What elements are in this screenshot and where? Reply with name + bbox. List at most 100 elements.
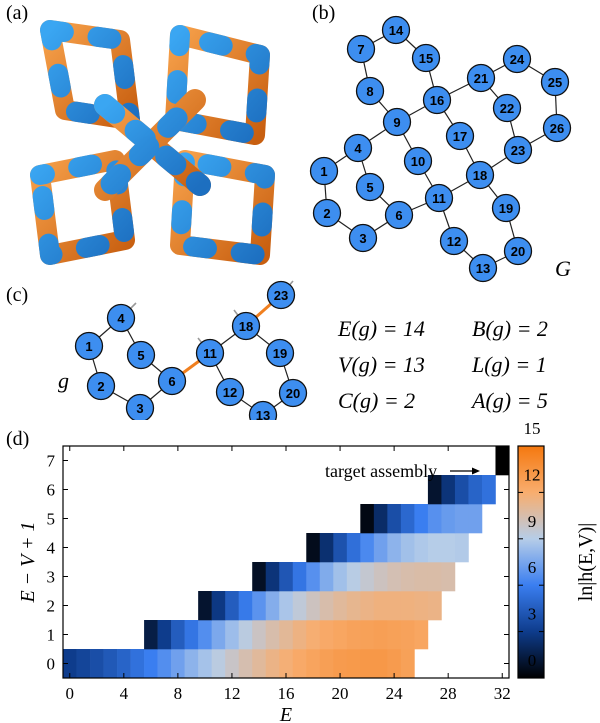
heatmap-cell bbox=[171, 649, 185, 679]
heatmap-cell bbox=[441, 504, 456, 534]
y-tick-label: 1 bbox=[47, 626, 56, 645]
svg-text:8: 8 bbox=[366, 84, 373, 99]
heatmap-cell bbox=[400, 649, 415, 679]
heatmap-cell bbox=[441, 475, 456, 505]
heatmap-cell bbox=[157, 620, 172, 650]
svg-text:11: 11 bbox=[432, 191, 446, 206]
y-axis-label: E − V + 1 bbox=[17, 521, 39, 603]
svg-text:24: 24 bbox=[510, 52, 525, 67]
heatmap-cell bbox=[346, 533, 361, 563]
heatmap-cell bbox=[373, 504, 388, 534]
colorbar-tick-label: 12 bbox=[524, 465, 541, 484]
heatmap-cell bbox=[373, 591, 388, 621]
G-node-8: 8 bbox=[355, 76, 385, 106]
heatmap-cell bbox=[157, 649, 172, 679]
heatmap-cell bbox=[400, 504, 415, 534]
heatmap-cell bbox=[319, 620, 334, 650]
heatmap-cell bbox=[427, 562, 442, 592]
G-node-26: 26 bbox=[542, 113, 572, 143]
heatmap-cell bbox=[198, 591, 212, 621]
G-node-24: 24 bbox=[502, 44, 532, 74]
graph-g-label: g bbox=[58, 368, 69, 393]
heatmap-cell bbox=[387, 504, 402, 534]
heatmap-cell bbox=[387, 591, 402, 621]
heatmap-cell bbox=[414, 591, 429, 621]
heatmap-cell bbox=[427, 533, 442, 563]
heatmap-cell bbox=[265, 620, 280, 650]
heatmap-cell bbox=[225, 649, 239, 679]
svg-text:6: 6 bbox=[395, 208, 402, 223]
panel-label-b: (b) bbox=[312, 2, 336, 24]
x-tick-label: 16 bbox=[278, 684, 295, 703]
heatmap-cell bbox=[184, 620, 199, 650]
heatmap-cell bbox=[265, 562, 280, 592]
heatmap-cell bbox=[360, 591, 375, 621]
G-node-3: 3 bbox=[348, 223, 378, 253]
svg-text:9: 9 bbox=[393, 115, 400, 130]
heatmap-cell bbox=[346, 562, 361, 592]
heatmap-cell bbox=[279, 620, 294, 650]
x-tick-label: 20 bbox=[332, 684, 349, 703]
svg-text:18: 18 bbox=[473, 168, 487, 183]
heatmap-cell bbox=[90, 649, 104, 679]
g-node-11: 11 bbox=[195, 338, 225, 368]
stat-V: V(g) = 13 bbox=[338, 352, 425, 377]
G-node-15: 15 bbox=[411, 43, 441, 73]
heatmap-cell bbox=[279, 649, 294, 679]
stat-L: L(g) = 1 bbox=[471, 352, 547, 377]
heatmap-cell bbox=[184, 649, 199, 679]
G-node-17: 17 bbox=[445, 121, 475, 151]
target-annotation: target assembly bbox=[325, 461, 437, 481]
G-node-9: 9 bbox=[382, 107, 412, 137]
heatmap-cell bbox=[333, 562, 348, 592]
heatmap-cell bbox=[387, 562, 402, 592]
heatmap-cell bbox=[427, 504, 442, 534]
G-node-22: 22 bbox=[492, 93, 522, 123]
panel-label-c: (c) bbox=[6, 284, 29, 306]
heatmap-cell bbox=[238, 649, 253, 679]
heatmap-cell bbox=[130, 649, 145, 679]
heatmap-cell bbox=[306, 533, 321, 563]
svg-text:10: 10 bbox=[411, 154, 425, 169]
heatmap-cell bbox=[306, 562, 321, 592]
heatmap-cell bbox=[198, 620, 212, 650]
heatmap-cell bbox=[225, 591, 239, 621]
heatmap-cell bbox=[252, 562, 267, 592]
G-node-23: 23 bbox=[503, 135, 533, 165]
heatmap-cell bbox=[265, 649, 280, 679]
heatmap-cell bbox=[400, 620, 415, 650]
x-tick-label: 32 bbox=[494, 684, 511, 703]
heatmap-cell bbox=[360, 504, 375, 534]
svg-text:13: 13 bbox=[476, 261, 490, 276]
graph-G: 1234567891011121314151617181920212223242… bbox=[309, 15, 572, 283]
heatmap-cell bbox=[238, 620, 253, 650]
x-tick-label: 0 bbox=[66, 684, 75, 703]
heatmap-cell bbox=[454, 533, 469, 563]
stat-E: E(g) = 14 bbox=[337, 316, 425, 341]
heatmap-cell bbox=[63, 649, 77, 679]
colorbar-tick-label: 0 bbox=[528, 651, 537, 670]
heatmap-cell bbox=[211, 620, 226, 650]
G-node-18: 18 bbox=[465, 160, 495, 190]
g-node-20: 20 bbox=[278, 378, 308, 408]
heatmap-cell bbox=[198, 649, 212, 679]
svg-text:20: 20 bbox=[511, 244, 525, 259]
heatmap-cell bbox=[144, 620, 158, 650]
G-node-5: 5 bbox=[355, 172, 385, 202]
heatmap-cell bbox=[468, 504, 483, 534]
g-node-4: 4 bbox=[106, 303, 136, 333]
g-node-1: 1 bbox=[74, 331, 104, 361]
svg-text:3: 3 bbox=[136, 401, 143, 416]
heatmap-cell bbox=[346, 591, 361, 621]
svg-text:5: 5 bbox=[366, 180, 373, 195]
G-node-2: 2 bbox=[312, 198, 342, 228]
heatmap-cell bbox=[252, 620, 267, 650]
heatmap-cell bbox=[117, 649, 131, 679]
y-tick-label: 4 bbox=[47, 539, 56, 558]
heatmap-cell bbox=[306, 591, 321, 621]
heatmap-cell bbox=[468, 475, 483, 505]
panel-label-a: (a) bbox=[6, 2, 29, 24]
target-arrow bbox=[450, 467, 480, 475]
g-node-5: 5 bbox=[126, 340, 156, 370]
